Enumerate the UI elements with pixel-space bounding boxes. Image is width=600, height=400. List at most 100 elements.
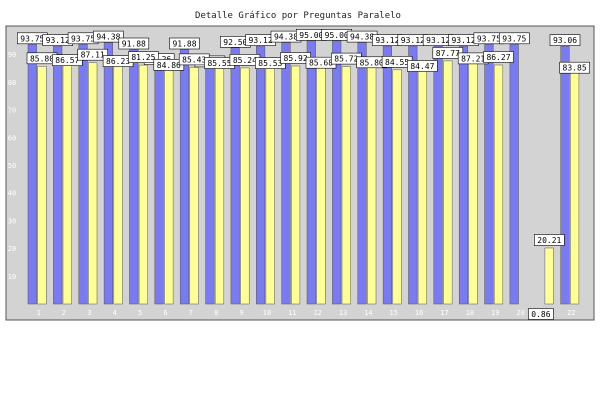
bar-series-2 [417,69,427,305]
x-tick-label: 1 [37,309,41,317]
bar-series-1 [382,45,392,305]
data-label-text: 91.88 [172,40,196,49]
bar-series-2 [443,60,453,305]
x-tick-label: 18 [466,309,474,317]
data-label-text: 84.86 [157,61,181,70]
bar-series-1 [357,42,367,305]
data-label-series-2: 83.85 [559,61,590,74]
data-label-box [128,51,159,63]
data-label-text: 93.75 [502,34,526,43]
y-tick-label: 50 [8,162,16,170]
data-label-series-2: 20.21 [533,234,565,246]
data-label-text: 85.68 [309,59,333,68]
data-label-text: 93.12 [451,36,475,45]
data-label-series-2: 81.25 [128,51,159,63]
bar-series-2 [37,66,47,305]
bar-series-1 [306,40,316,305]
bar-series-1 [53,45,63,305]
bar-series-2 [113,64,123,305]
y-tick-label: 90 [8,51,16,59]
x-tick-label: 17 [440,309,448,317]
x-tick-label: 11 [288,309,296,317]
bar-series-2 [316,66,326,305]
data-label-box [169,37,200,50]
data-label-text: 85.55 [207,59,231,68]
data-label-text: 93.12 [46,36,70,45]
data-label-box [533,234,565,246]
data-label-text: 93.75 [71,34,95,43]
bar-series-2 [265,66,275,305]
bar-series-1 [408,45,418,305]
data-label-text: 93.12 [401,36,425,45]
data-labels-group: 93.7593.1293.7594.3891.8886.2691.8885.43… [16,29,590,320]
data-label-box [93,30,124,43]
y-tick-label: 80 [8,79,16,87]
data-label-text: 84.55 [385,58,409,67]
data-label-text: 93.12 [375,36,399,45]
x-tick-label: 4 [113,309,117,317]
y-tick-label: 40 [8,190,16,198]
data-label-box [407,60,438,72]
x-tick-label: 10 [263,309,271,317]
data-label-text: 0.86 [531,310,550,319]
bar-series-2 [189,67,199,305]
data-label-text: 85.53 [258,59,282,68]
x-tick-label: 12 [313,309,321,317]
bar-series-1 [458,45,469,305]
data-label-box [559,61,590,74]
bar-series-1 [78,44,88,305]
data-label-text: 20.21 [537,236,561,245]
data-label-series-1: 94.38 [93,30,124,43]
data-label-text: 86.57 [55,56,79,65]
x-tick-label: 6 [163,309,167,317]
bar-series-2 [291,65,301,305]
bar-series-1 [332,40,342,305]
bar-series-2 [62,63,72,305]
bar-series-1 [230,47,240,305]
bar-series-2 [164,68,174,305]
bar-series-1 [281,42,291,305]
bar-series-2 [341,66,351,305]
data-label-text: 86.27 [486,53,510,62]
y-tick-label: 60 [8,134,16,142]
data-label-box [498,32,530,45]
bar-series-1 [256,45,266,305]
bar-series-2 [392,69,402,305]
x-tick-label: 13 [339,309,347,317]
data-label-series-2: 86.27 [483,51,514,63]
bar-series-2 [544,247,554,305]
data-label-text: 86.23 [106,57,130,66]
data-label-text: 85.24 [233,56,257,65]
data-label-text: 83.85 [563,64,587,73]
x-tick-label: 19 [491,309,499,317]
data-label-series-2: 87.11 [77,48,108,61]
data-label-text: 93.75 [477,34,501,43]
data-label-text: 94.38 [274,33,298,42]
data-label-text: 94.38 [96,33,120,42]
data-label-text: 81.25 [131,53,155,62]
data-label-text: 84.47 [410,62,434,71]
bar-series-1 [103,42,113,305]
x-tick-label: 3 [87,309,91,317]
data-label-text: 93.06 [553,36,577,45]
bar-series-1 [154,64,164,305]
data-label-text: 85.43 [182,55,206,64]
bar-series-1 [509,44,519,305]
bar-series-2 [493,64,504,305]
x-tick-label: 16 [415,309,423,317]
bar-series-2 [214,66,225,305]
x-tick-label: 2 [62,309,66,317]
bar-series-2 [367,66,377,305]
data-label-box [549,34,581,47]
data-label-text: 85.92 [284,54,308,63]
x-tick-label: 14 [364,309,372,317]
data-label-box [118,37,150,50]
y-tick-label: 30 [8,217,16,225]
y-tick-label: 10 [8,273,16,281]
data-label-text: 85.80 [360,58,384,67]
data-label-text: 95.00 [299,31,323,40]
bars-group [27,40,580,305]
x-tick-label: 15 [390,309,398,317]
